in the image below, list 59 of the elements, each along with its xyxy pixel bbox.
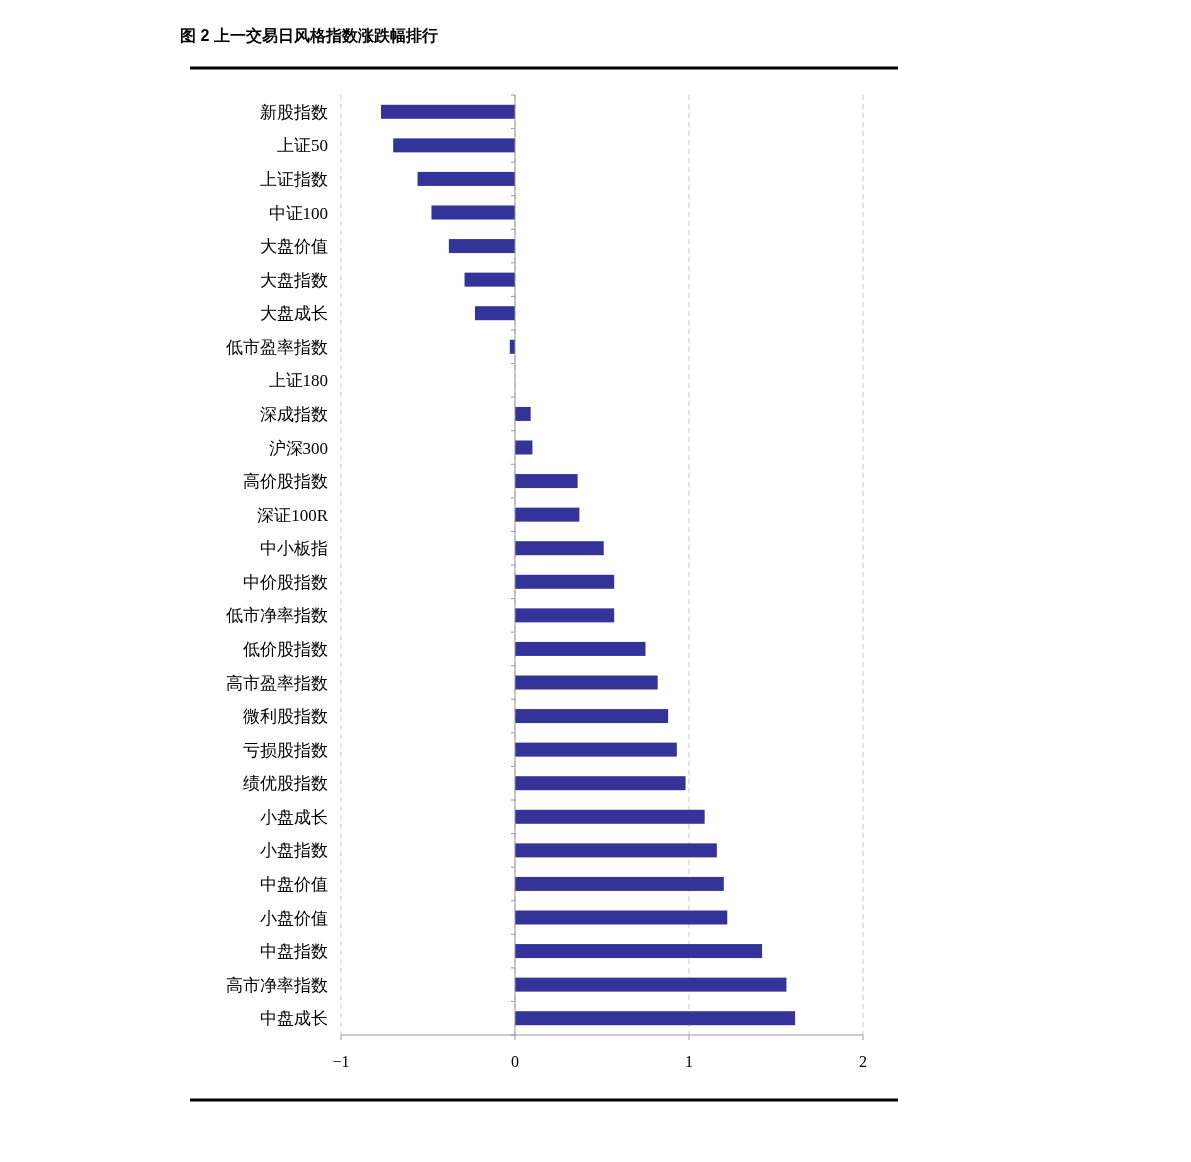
y-tick-label: 低市净率指数	[226, 606, 328, 626]
y-tick-label: 小盘成长	[260, 807, 328, 827]
y-tick-label: 中盘成长	[260, 1009, 328, 1029]
bar	[515, 709, 669, 724]
y-tick-label: 绩优股指数	[243, 774, 328, 794]
bar	[515, 608, 615, 623]
y-tick-label: 中证100	[268, 203, 328, 223]
y-tick-label: 深成指数	[260, 404, 328, 424]
bar	[515, 843, 717, 858]
y-tick-label: 高市盈率指数	[226, 673, 328, 693]
bar	[417, 171, 515, 186]
y-tick-label: 上证指数	[260, 169, 328, 189]
bar	[515, 809, 705, 824]
bar	[515, 675, 658, 690]
bar	[515, 876, 724, 891]
y-tick-label: 微利股指数	[243, 707, 328, 727]
bar	[515, 944, 763, 959]
bar	[515, 641, 646, 656]
y-tick-label: 沪深300	[268, 438, 328, 458]
x-tick-label: 0	[511, 1053, 519, 1070]
y-tick-label: 小盘指数	[260, 841, 328, 861]
y-tick-label: 亏损股指数	[243, 740, 328, 760]
bar	[515, 507, 580, 522]
y-tick-label: 低市盈率指数	[226, 337, 328, 357]
y-tick-label: 中价股指数	[243, 572, 328, 592]
y-tick-label: 小盘价值	[260, 908, 328, 928]
bar	[515, 574, 615, 589]
y-tick-label: 深证100R	[257, 505, 329, 525]
bar	[464, 272, 515, 287]
y-tick-label: 高价股指数	[243, 472, 328, 492]
y-tick-label: 大盘指数	[260, 270, 328, 290]
bar	[431, 205, 515, 220]
bar	[515, 742, 677, 757]
bar	[515, 440, 533, 455]
bar	[448, 239, 515, 254]
bar	[393, 138, 515, 153]
bar	[515, 541, 604, 556]
y-tick-label: 新股指数	[260, 102, 328, 122]
bar	[515, 406, 531, 421]
y-tick-label: 低价股指数	[243, 639, 328, 659]
bar	[515, 977, 787, 992]
y-tick-label: 中盘指数	[260, 942, 328, 962]
y-tick-label: 中盘价值	[260, 874, 328, 894]
bar	[515, 910, 728, 925]
y-tick-label: 高市净率指数	[226, 975, 328, 995]
y-tick-label: 上证180	[268, 371, 328, 391]
bar	[515, 776, 686, 791]
y-tick-label: 大盘价值	[260, 237, 328, 257]
bar	[515, 474, 578, 489]
x-tick-label: 2	[859, 1053, 867, 1070]
y-tick-label: 大盘成长	[260, 304, 328, 324]
x-tick-label: −1	[332, 1053, 350, 1070]
bar	[381, 104, 515, 119]
chart-title: 图 2 上一交易日风格指数涨跌幅排行	[180, 26, 438, 44]
y-tick-label: 中小板指	[260, 539, 328, 559]
y-tick-label: 上证50	[277, 136, 328, 156]
bar	[474, 306, 515, 321]
bar	[515, 1011, 796, 1026]
x-tick-label: 1	[685, 1053, 693, 1070]
